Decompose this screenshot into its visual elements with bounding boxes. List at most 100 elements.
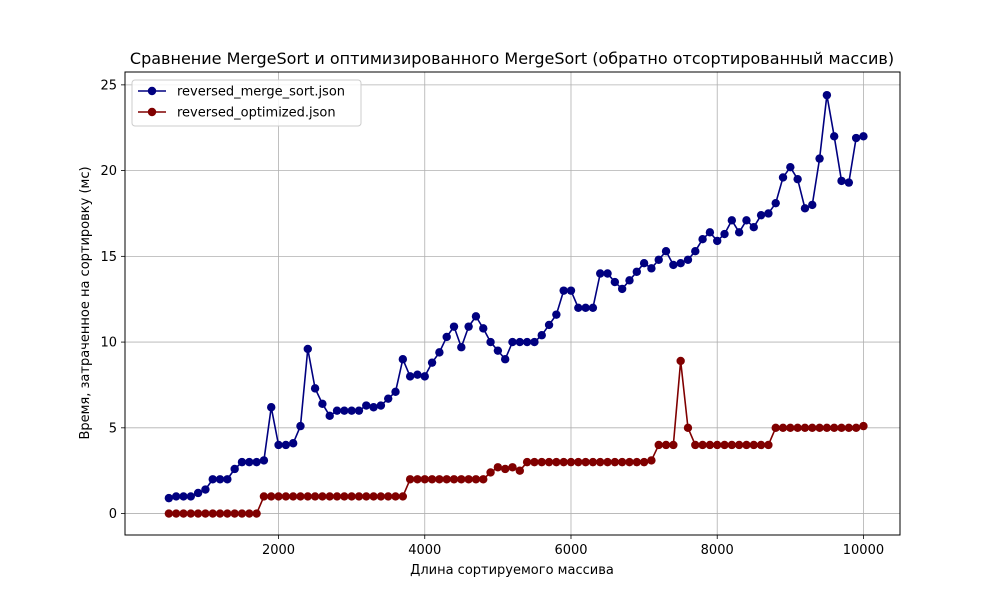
data-point [610,457,620,467]
data-point [376,401,386,410]
data-point [201,509,210,518]
data-point [164,509,174,518]
data-point [574,457,583,467]
data-point [800,423,810,433]
x-tick-label: 10000 [843,543,884,558]
data-point [566,286,576,295]
data-point [508,463,517,472]
data-point [208,475,217,484]
data-point [296,492,305,501]
data-point [552,457,561,467]
data-point [713,236,722,246]
data-point [537,457,546,467]
data-point [493,463,503,472]
data-point [530,457,539,467]
data-point [552,310,561,319]
data-point [252,509,261,518]
data-point [215,475,225,484]
data-point [164,493,174,503]
data-point [288,492,298,501]
data-point [522,337,532,347]
data-point [398,492,408,501]
data-point [413,475,422,484]
data-point [427,358,437,367]
data-point [603,269,612,278]
x-tick-label: 6000 [554,543,587,558]
legend-marker [147,107,157,117]
data-point [617,284,627,294]
data-point [449,322,459,331]
data-point [632,267,641,276]
y-tick-label: 15 [100,250,117,265]
data-point [822,423,832,433]
data-point [288,439,298,448]
data-point [661,440,671,450]
data-point [756,210,766,220]
data-point [252,457,261,467]
data-point [778,423,788,433]
data-point [427,475,437,484]
data-point [742,216,751,225]
data-point [362,401,371,410]
data-point [464,322,473,331]
y-tick-label: 10 [100,336,117,351]
data-point [815,154,824,163]
data-point [851,423,861,433]
data-point [230,464,239,474]
data-point [544,320,554,330]
tick-layer: 2000 4000 6000 8000 10000 0 5 10 15 20 25 [100,78,884,558]
data-point [786,162,795,172]
data-point [369,492,378,501]
data-point [230,509,239,518]
data-point [340,492,349,501]
data-point [281,492,291,501]
data-point [764,440,773,450]
data-point [581,457,590,467]
data-point [405,475,415,484]
data-point [574,303,583,312]
series-1 [164,90,868,503]
data-point [303,492,312,501]
y-tick-label: 0 [109,507,117,522]
data-point [435,475,444,484]
x-axis-label: Длина сортируемого массива [410,563,614,578]
data-point [596,457,605,467]
data-point [669,260,678,270]
data-point [727,216,737,225]
data-point [325,411,334,421]
data-point [515,337,525,347]
data-point [318,399,327,409]
data-point [698,234,707,244]
data-point [449,475,459,484]
data-point [691,246,700,256]
data-point [442,475,451,484]
data-point [844,178,854,187]
data-point [274,492,283,501]
data-point [837,423,846,433]
data-point [829,423,839,433]
data-point [734,440,744,450]
data-point [815,423,824,433]
data-point [771,423,780,433]
data-point [245,509,254,518]
data-point [588,303,598,312]
data-point [347,492,356,501]
data-point [215,509,225,518]
data-point [464,475,473,484]
data-point [625,276,634,285]
y-tick-label: 25 [100,78,117,93]
y-tick-label: 20 [100,164,117,179]
data-point [837,176,846,186]
data-point [508,337,517,347]
data-point [515,466,525,475]
data-point [442,332,451,342]
data-point [223,509,232,518]
y-axis-label: Время, затраченное на сортировку (мс) [78,166,93,439]
data-point [471,475,481,484]
data-point [405,372,415,381]
legend-label: reversed_merge_sort.json [177,85,345,100]
data-point [749,222,758,232]
data-point [391,387,400,397]
data-point [786,423,795,433]
